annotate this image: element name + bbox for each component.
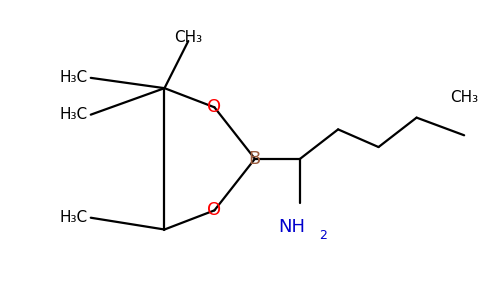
Text: H₃C: H₃C [59,210,87,225]
Text: H₃C: H₃C [59,70,87,86]
Text: H₃C: H₃C [59,107,87,122]
Text: O: O [207,98,222,116]
Text: B: B [249,150,261,168]
Text: NH: NH [278,218,305,236]
Text: CH₃: CH₃ [174,30,202,45]
Text: 2: 2 [319,229,327,242]
Text: O: O [207,201,222,219]
Text: CH₃: CH₃ [450,89,478,104]
